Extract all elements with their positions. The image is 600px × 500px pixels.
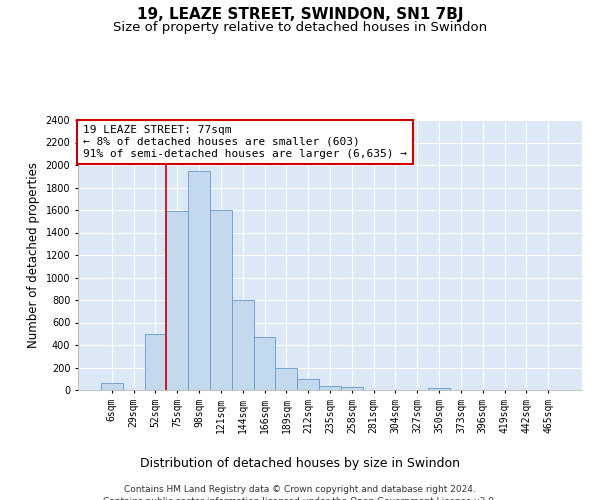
Text: Distribution of detached houses by size in Swindon: Distribution of detached houses by size … <box>140 458 460 470</box>
Bar <box>428 388 450 390</box>
Bar <box>341 386 363 390</box>
Bar <box>319 386 341 390</box>
Text: Contains HM Land Registry data © Crown copyright and database right 2024.
Contai: Contains HM Land Registry data © Crown c… <box>103 485 497 500</box>
Bar <box>145 334 166 390</box>
Bar <box>297 380 319 390</box>
Bar <box>210 210 232 390</box>
Bar <box>166 211 188 390</box>
Bar <box>232 300 254 390</box>
Bar <box>254 337 275 390</box>
Text: Size of property relative to detached houses in Swindon: Size of property relative to detached ho… <box>113 21 487 34</box>
Bar <box>188 170 210 390</box>
Bar <box>101 383 123 390</box>
Text: 19 LEAZE STREET: 77sqm
← 8% of detached houses are smaller (603)
91% of semi-det: 19 LEAZE STREET: 77sqm ← 8% of detached … <box>83 126 407 158</box>
Text: 19, LEAZE STREET, SWINDON, SN1 7BJ: 19, LEAZE STREET, SWINDON, SN1 7BJ <box>137 8 463 22</box>
Y-axis label: Number of detached properties: Number of detached properties <box>27 162 40 348</box>
Bar <box>275 368 297 390</box>
